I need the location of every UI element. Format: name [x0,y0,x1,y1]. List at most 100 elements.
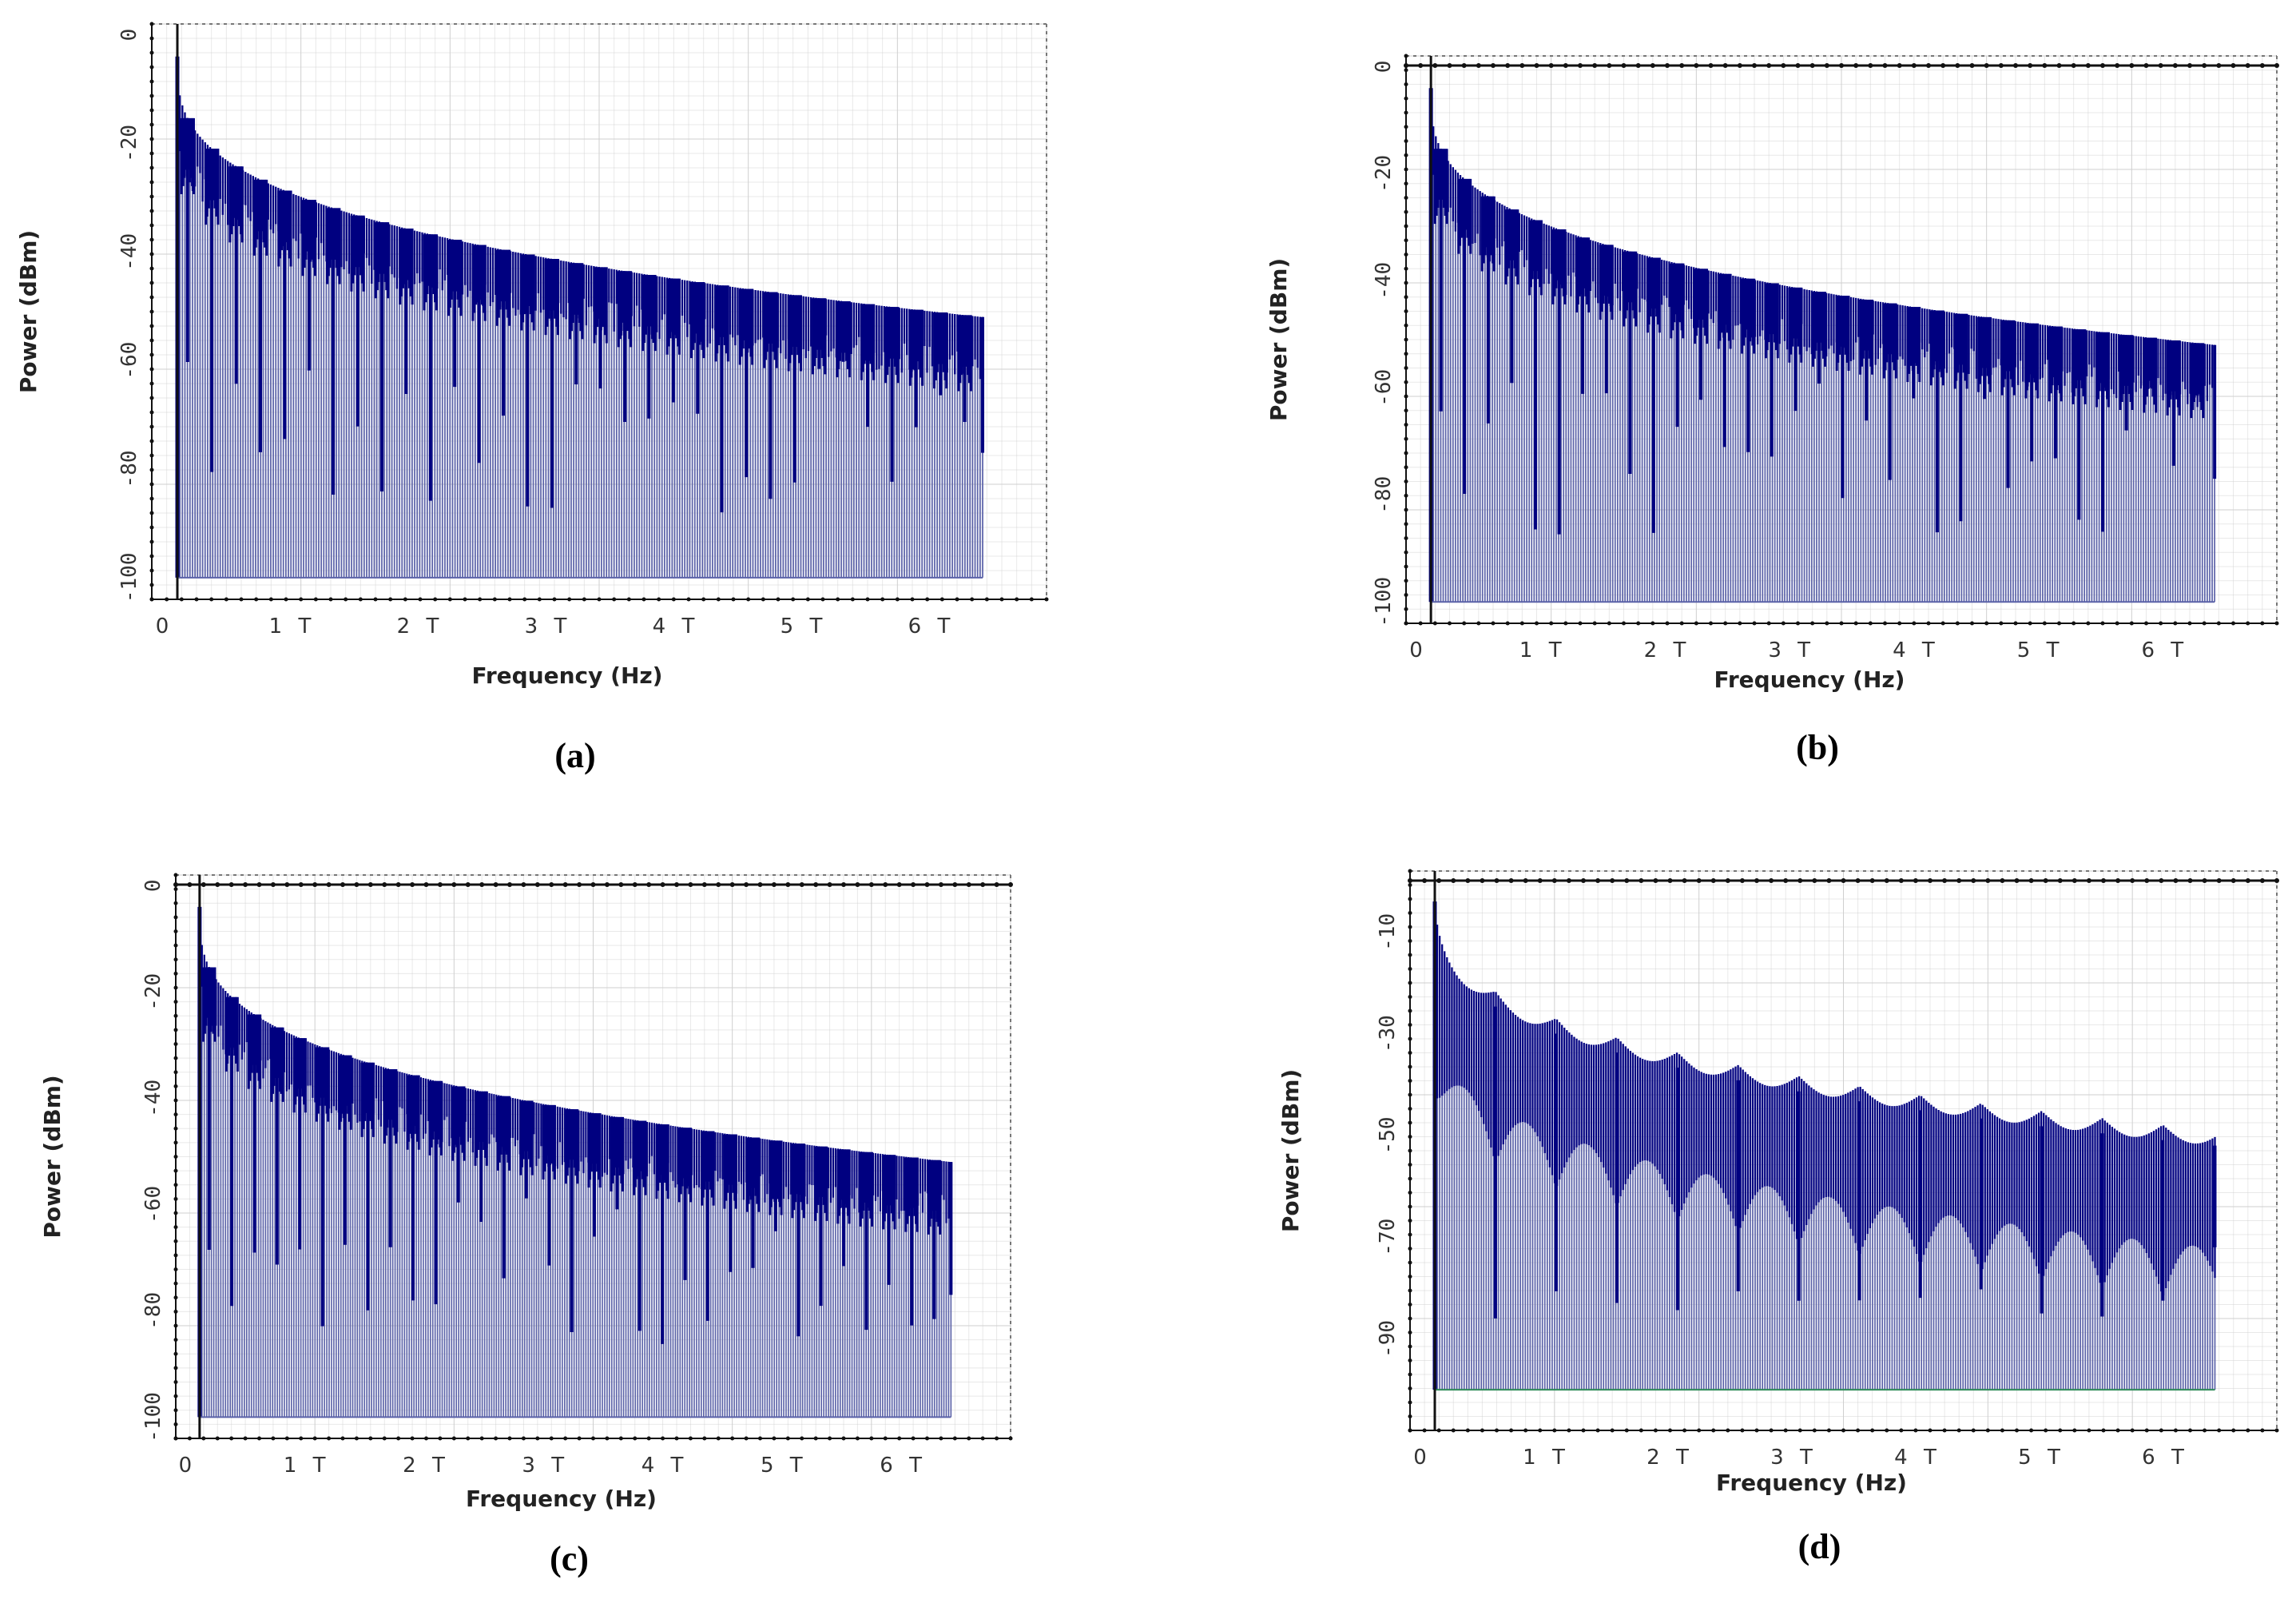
x-minor-tick [744,1436,749,1441]
y-minor-tick [1404,153,1408,157]
top-rule-tick [911,882,916,887]
x-minor-tick [2216,621,2221,626]
top-rule-tick [896,882,902,887]
y-minor-tick [1408,1219,1412,1223]
x-minor-tick [2274,1428,2279,1433]
x-minor-tick [2086,621,2091,626]
x-minor-tick [850,597,855,602]
x-minor-tick [2246,1428,2250,1433]
top-rule-tick [1461,63,1467,68]
y-minor-tick [149,194,154,199]
x-minor-tick [2130,1428,2135,1433]
x-minor-tick [761,597,765,602]
top-rule-tick [479,882,485,887]
x-minor-tick [883,1436,888,1441]
x-tick-label: 3 T [1770,1446,1817,1470]
y-minor-tick [1404,593,1408,597]
y-tick-label: -100 [141,1392,165,1442]
x-minor-tick [2072,621,2076,626]
y-minor-tick [1408,981,1412,985]
top-rule-tick [674,882,679,887]
x-minor-tick [1885,1428,1889,1433]
y-minor-tick [149,180,154,185]
y-minor-tick [1404,607,1408,611]
y-tick-label: -20 [117,125,141,162]
x-tick-label: 5 T [2018,1446,2065,1470]
x-tick-label: 6 T [880,1454,927,1478]
y-minor-tick [1404,579,1408,583]
y-minor-tick [149,381,154,386]
y-tick-label: -60 [141,1186,165,1223]
x-minor-tick [776,597,781,602]
x-minor-tick [1008,1436,1013,1441]
y-minor-tick [1404,125,1408,129]
y-minor-tick [173,1309,178,1314]
y-minor-tick [173,1028,178,1032]
x-minor-tick [2057,621,2061,626]
x-minor-tick [731,597,736,602]
top-rule-tick [1869,878,1875,883]
y-minor-tick [1404,96,1408,101]
top-rule-tick [1624,878,1630,883]
top-rule-tick [785,882,791,887]
top-rule-tick [437,882,443,887]
x-minor-tick [1738,621,1742,626]
x-axis-label: Frequency (Hz) [1716,1470,1907,1496]
y-minor-tick [1404,295,1408,300]
x-minor-tick [284,597,288,602]
top-rule-tick [994,882,999,887]
top-rule-tick [1534,63,1539,68]
x-minor-tick [1552,1428,1557,1433]
x-minor-tick [239,597,244,602]
x-minor-tick [537,597,542,602]
x-minor-tick [1913,1428,1918,1433]
x-minor-tick [626,597,631,602]
x-minor-tick [1535,621,1539,626]
x-minor-tick [1856,1428,1861,1433]
y-minor-tick [173,915,178,920]
y-tick-label: -60 [117,342,141,380]
top-rule-tick [1809,63,1815,68]
x-minor-tick [2173,1428,2178,1433]
x-minor-tick [2042,621,2047,626]
x-minor-tick [1505,621,1510,626]
x-minor-tick [2188,1428,2192,1433]
y-minor-tick [1404,408,1408,413]
top-rule-tick [1824,63,1829,68]
y-minor-tick [173,1225,178,1230]
top-rule-tick [1985,878,1991,883]
y-minor-tick [1404,522,1408,527]
y-minor-tick [149,137,154,141]
x-minor-tick [2129,621,2134,626]
top-rule-tick [1926,63,1931,68]
y-minor-tick [173,873,178,877]
x-minor-tick [772,1436,777,1441]
y-minor-tick [173,1070,178,1075]
x-minor-tick [2144,1428,2149,1433]
top-rule-tick [2245,878,2250,883]
x-tick-label: 1 T [269,615,316,638]
x-minor-tick [257,1436,261,1441]
y-minor-tick [1404,196,1408,200]
top-rule-tick [2159,878,2164,883]
x-minor-tick [1639,1428,1643,1433]
x-minor-tick [1984,621,1989,626]
x-minor-tick [451,1436,456,1441]
spectral-lines [1428,88,2217,603]
x-minor-tick [1942,1428,1947,1433]
top-rule-tick [2158,63,2163,68]
x-minor-tick [215,1436,220,1441]
x-tick-label: 1 T [1519,638,1567,662]
y-tick-label: -90 [1376,1320,1400,1358]
top-rule-tick [1505,63,1511,68]
top-rule-tick [2216,63,2222,68]
x-minor-tick [1870,1428,1875,1433]
top-rule-tick [1855,878,1861,883]
x-minor-tick [1839,621,1844,626]
top-rule-tick [590,882,596,887]
x-minor-tick [179,597,184,602]
y-minor-tick [149,36,154,41]
y-minor-tick [149,424,154,429]
x-minor-tick [2028,621,2032,626]
y-minor-tick [173,1436,178,1441]
